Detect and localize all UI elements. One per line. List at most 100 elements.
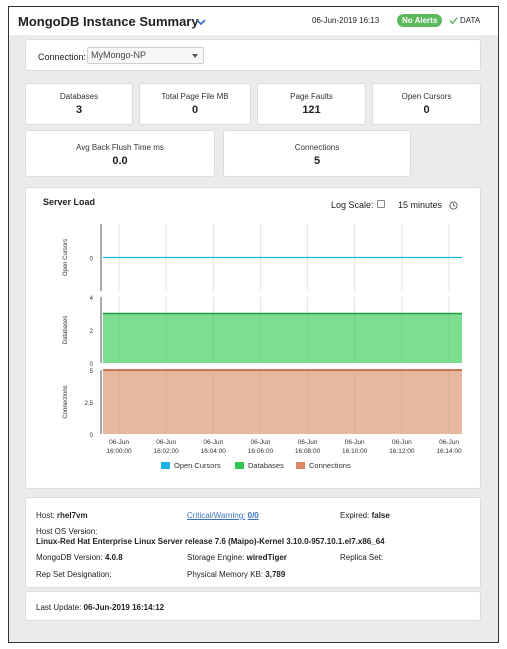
last-update: Last Update: 06-Jun-2019 16:14:12 bbox=[36, 603, 164, 612]
kpi-label: Connections bbox=[294, 143, 340, 152]
os-value-text: Linux-Red Hat Enterprise Linux Server re… bbox=[36, 537, 385, 546]
x-tick-label: 16:08:00 bbox=[295, 448, 321, 455]
connection-label: Connection: bbox=[38, 52, 87, 62]
kpi-value: 0.0 bbox=[112, 155, 128, 167]
y-tick-label: 5 bbox=[90, 369, 94, 375]
repset-label: Rep Set Designation: bbox=[36, 570, 112, 579]
kpi-value: 0 bbox=[423, 104, 430, 116]
last-update-label: Last Update: bbox=[36, 603, 82, 612]
main-frame: MongoDB Instance Summary 06-Jun-2019 16:… bbox=[8, 6, 499, 643]
info-card: Host: rhel7vm Critical/Warning: 0/0 Expi… bbox=[25, 497, 481, 588]
alert-badge[interactable]: No Alerts bbox=[397, 14, 443, 27]
kpi-open-cursors[interactable]: Open Cursors 0 bbox=[372, 83, 481, 125]
x-tick-label: 16:10:00 bbox=[342, 448, 368, 455]
connection-select[interactable]: MyMongo-NP bbox=[87, 47, 204, 64]
y-axis-label: Connections bbox=[63, 385, 69, 418]
host-label: Host: bbox=[36, 511, 55, 520]
log-scale-label: Log Scale: bbox=[331, 200, 374, 210]
kpi-value: 3 bbox=[75, 104, 83, 116]
expired-info: Expired: false bbox=[340, 511, 390, 520]
expired-value: false bbox=[371, 511, 390, 520]
legend-swatch bbox=[235, 462, 244, 469]
connection-card: Connection: MyMongo-NP bbox=[25, 39, 481, 71]
timestamp: 06-Jun-2019 16:13 bbox=[312, 16, 380, 25]
os-value: Linux-Red Hat Enterprise Linux Server re… bbox=[36, 537, 385, 546]
chevron-down-icon[interactable] bbox=[195, 16, 207, 28]
legend-swatch bbox=[161, 462, 170, 469]
kpi-databases[interactable]: Databases 3 bbox=[25, 83, 133, 125]
legend-swatch bbox=[296, 462, 305, 469]
y-tick-label: 4 bbox=[90, 296, 94, 302]
legend-label: Open Cursors bbox=[174, 461, 221, 470]
mongo-label: MongoDB Version: bbox=[36, 553, 103, 562]
y-tick-label: 0 bbox=[90, 362, 94, 368]
kpi-avg-back-flush[interactable]: Avg Back Flush Time ms 0.0 bbox=[25, 130, 215, 177]
log-scale-checkbox[interactable] bbox=[377, 200, 385, 208]
check-icon bbox=[449, 17, 458, 25]
os-label: Host OS Version: bbox=[36, 527, 98, 536]
x-tick-label: 16:06:00 bbox=[248, 448, 274, 455]
kpi-total-page-file[interactable]: Total Page File MB 0 bbox=[139, 83, 251, 125]
server-load-card: Server Load Log Scale: 15 minutes 0 Open … bbox=[25, 187, 481, 489]
replica-label: Replica Set: bbox=[340, 553, 384, 562]
legend-label: Connections bbox=[309, 461, 351, 470]
title-bar: MongoDB Instance Summary 06-Jun-2019 16:… bbox=[9, 7, 498, 35]
kpi-value: 5 bbox=[313, 155, 321, 167]
y-axis-label: Open Cursors bbox=[63, 239, 69, 276]
x-tick-date: 06-Jun bbox=[439, 439, 459, 446]
caret-down-icon bbox=[192, 54, 198, 58]
last-update-value: 06-Jun-2019 16:14:12 bbox=[83, 603, 165, 612]
page-title: MongoDB Instance Summary bbox=[18, 14, 199, 29]
kpi-label: Total Page File MB bbox=[161, 92, 229, 101]
y-tick-label: 0 bbox=[90, 433, 94, 439]
series-area-connections bbox=[103, 370, 462, 434]
server-load-chart: 0 Open Cursors 4 2 0 Databases 5 2.5 0 Connection… bbox=[63, 224, 462, 470]
time-range-label[interactable]: 15 minutes bbox=[398, 200, 443, 210]
kpi-connections[interactable]: Connections 5 bbox=[223, 130, 411, 177]
x-tick-label: 16:04:00 bbox=[201, 448, 227, 455]
engine-value: wiredTiger bbox=[246, 553, 287, 562]
host-value: rhel7vm bbox=[56, 511, 88, 520]
kpi-value: 121 bbox=[302, 104, 321, 116]
x-tick-label: 16:02:00 bbox=[153, 448, 179, 455]
critical-warning-value[interactable]: 0/0 bbox=[247, 511, 259, 520]
x-tick-date: 06-Jun bbox=[109, 439, 129, 446]
y-axis-label: Databases bbox=[63, 316, 69, 345]
host-info: Host: rhel7vm bbox=[36, 511, 88, 520]
kpi-label: Open Cursors bbox=[401, 92, 452, 101]
connection-value: MyMongo-NP bbox=[91, 50, 147, 60]
engine-info: Storage Engine: wiredTiger bbox=[187, 553, 287, 562]
y-tick-label: 0 bbox=[90, 257, 94, 263]
mongo-value: 4.0.8 bbox=[104, 553, 123, 562]
update-card: Last Update: 06-Jun-2019 16:14:12 bbox=[25, 591, 481, 621]
x-tick-date: 06-Jun bbox=[392, 439, 412, 446]
chart-title: Server Load bbox=[43, 197, 96, 207]
expired-label: Expired: bbox=[340, 511, 370, 520]
kpi-label: Avg Back Flush Time ms bbox=[76, 143, 164, 152]
memory-label: Physical Memory KB: bbox=[187, 570, 264, 579]
kpi-label: Page Faults bbox=[290, 92, 333, 101]
x-tick-label: 16:14:00 bbox=[436, 448, 462, 455]
memory-value: 3,789 bbox=[265, 570, 286, 579]
x-tick-date: 06-Jun bbox=[298, 439, 318, 446]
x-tick-label: 16:00:00 bbox=[106, 448, 132, 455]
mongo-info: MongoDB Version: 4.0.8 bbox=[36, 553, 123, 562]
legend-label: Databases bbox=[248, 461, 284, 470]
x-tick-date: 06-Jun bbox=[156, 439, 176, 446]
y-tick-label: 2 bbox=[90, 329, 94, 335]
data-status-label: DATA bbox=[460, 16, 481, 25]
kpi-page-faults[interactable]: Page Faults 121 bbox=[257, 83, 366, 125]
x-tick-date: 06-Jun bbox=[345, 439, 365, 446]
x-tick-date: 06-Jun bbox=[250, 439, 270, 446]
clock-icon[interactable] bbox=[449, 201, 458, 210]
x-tick-label: 16:12:00 bbox=[389, 448, 415, 455]
kpi-value: 0 bbox=[191, 104, 199, 116]
engine-label: Storage Engine: bbox=[187, 553, 245, 562]
series-area-databases bbox=[103, 313, 462, 363]
kpi-label: Databases bbox=[59, 92, 99, 101]
critical-warning-link[interactable]: Critical/Warning: bbox=[187, 511, 246, 520]
memory-info: Physical Memory KB: 3,789 bbox=[187, 570, 285, 579]
critical-info[interactable]: Critical/Warning: 0/0 bbox=[187, 511, 259, 520]
x-tick-date: 06-Jun bbox=[203, 439, 223, 446]
y-tick-label: 2.5 bbox=[85, 401, 94, 407]
